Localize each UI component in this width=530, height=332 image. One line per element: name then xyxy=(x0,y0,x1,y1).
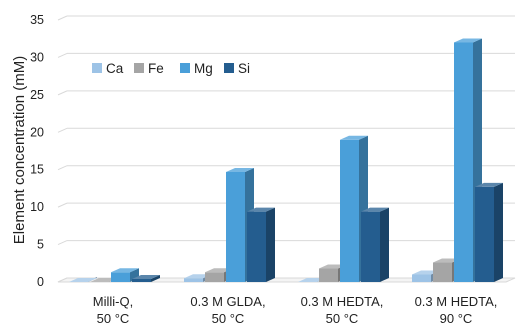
legend-label-fe: Fe xyxy=(148,61,164,76)
bar-side xyxy=(494,182,503,282)
bar-side xyxy=(380,207,389,282)
bar-front xyxy=(205,272,224,282)
bar-top xyxy=(247,207,275,212)
bars xyxy=(69,38,503,283)
y-tick-label: 0 xyxy=(37,275,44,289)
bar-si xyxy=(361,207,389,282)
legend-swatch-si xyxy=(224,63,234,73)
gridline-depth xyxy=(57,127,68,133)
y-tick-label: 30 xyxy=(30,50,44,64)
bar-si xyxy=(132,275,160,282)
bar-si xyxy=(475,182,503,282)
y-tick-label: 5 xyxy=(37,238,44,252)
x-category-label: 50 °C xyxy=(212,311,245,326)
legend-label-si: Si xyxy=(238,61,250,76)
bar-side xyxy=(151,275,160,282)
y-tick-label: 25 xyxy=(30,88,44,102)
x-category-label: 0.3 M GLDA, xyxy=(190,294,265,309)
legend-swatch-mg xyxy=(180,63,190,73)
legend-swatch-fe xyxy=(134,63,144,73)
bar-side xyxy=(266,207,275,282)
y-tick-label: 10 xyxy=(30,200,44,214)
y-axis-title: Element concentration (mM) xyxy=(11,56,28,244)
bar-front xyxy=(111,272,130,282)
gridline-depth xyxy=(57,240,68,246)
bar-top xyxy=(361,207,389,212)
gridline-depth xyxy=(57,90,68,96)
gridlines xyxy=(57,15,516,283)
bar-front xyxy=(247,211,266,282)
bar-top xyxy=(111,268,139,273)
bar-front xyxy=(454,42,473,283)
legend-label-ca: Ca xyxy=(106,61,124,76)
bar-front xyxy=(340,139,359,282)
x-category-label: 50 °C xyxy=(97,311,130,326)
bar-front xyxy=(433,262,452,282)
bar-top xyxy=(69,278,97,282)
bar-mg xyxy=(111,268,139,282)
bar-front xyxy=(361,211,380,282)
bar-top xyxy=(226,167,254,172)
bar-si xyxy=(247,207,275,282)
legend-swatch-ca xyxy=(92,63,102,73)
x-category-label: Milli-Q, xyxy=(93,294,133,309)
bar-front xyxy=(184,278,203,282)
bar-front xyxy=(319,268,338,282)
legend-label-mg: Mg xyxy=(194,61,213,76)
gridline-depth xyxy=(57,52,68,58)
bar-front xyxy=(475,186,494,282)
bar-top xyxy=(454,38,482,43)
x-category-label: 0.3 M HEDTA, xyxy=(301,294,384,309)
x-category-label: 50 °C xyxy=(326,311,359,326)
bar-top xyxy=(475,182,503,187)
bar-front xyxy=(412,274,431,282)
bar-top xyxy=(340,135,368,140)
y-tick-label: 35 xyxy=(30,13,44,27)
gridline-depth xyxy=(57,202,68,208)
x-axis-categories: Milli-Q, 50 °C 0.3 M GLDA, 50 °C 0.3 M HEDTA… xyxy=(93,294,498,326)
y-axis-ticks: 0 5 10 15 20 25 30 35 xyxy=(30,13,44,289)
bar-front xyxy=(132,279,151,282)
bar-front xyxy=(226,171,245,282)
gridline-depth xyxy=(57,15,68,21)
x-category-label: 0.3 M HEDTA, xyxy=(415,294,498,309)
y-tick-label: 20 xyxy=(30,125,44,139)
x-category-label: 90 °C xyxy=(440,311,473,326)
legend: Ca Fe Mg Si xyxy=(92,61,250,76)
y-tick-label: 15 xyxy=(30,163,44,177)
bar-ca xyxy=(69,277,97,282)
bar-top xyxy=(132,275,160,280)
gridline-depth xyxy=(57,165,68,171)
